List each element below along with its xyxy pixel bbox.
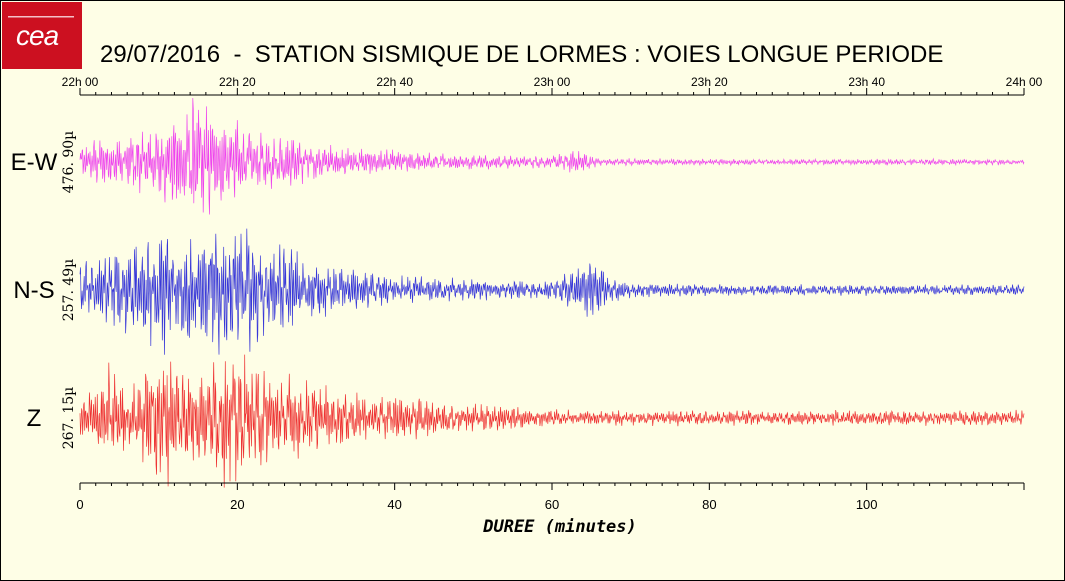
- cea-logo: cea: [2, 2, 82, 69]
- trace-z: Z 267. 15µ: [27, 354, 1025, 488]
- bottom-tick-label: 60: [545, 497, 559, 512]
- amplitude-scale-label: 476. 90µ: [61, 131, 77, 194]
- trace-line: [79, 228, 1025, 355]
- top-tick-label: 22h 20: [219, 75, 256, 89]
- bottom-tick-label: 20: [230, 497, 244, 512]
- traces: E-W 476. 90µ N-S 257. 49µ Z 267. 15µ: [11, 97, 1025, 488]
- top-tick-label: 24h 00: [1006, 75, 1043, 89]
- channel-label: Z: [27, 405, 42, 432]
- top-tick-label: 23h 40: [848, 75, 885, 89]
- amplitude-scale-label: 267. 15µ: [61, 387, 77, 450]
- x-axis-label: DUREE (minutes): [482, 517, 637, 537]
- bottom-tick-label: 100: [856, 497, 878, 512]
- logo-text: cea: [16, 20, 59, 51]
- bottom-tick-label: 80: [702, 497, 716, 512]
- top-tick-label: 22h 40: [376, 75, 413, 89]
- trace-line: [79, 97, 1025, 215]
- bottom-tick-label: 0: [76, 497, 83, 512]
- bottom-tick-label: 40: [387, 497, 401, 512]
- amplitude-scale-label: 257. 49µ: [61, 259, 77, 322]
- chart-title: 29/07/2016 - STATION SISMIQUE DE LORMES …: [100, 41, 944, 68]
- top-tick-label: 22h 00: [62, 75, 99, 89]
- channel-label: N-S: [13, 277, 54, 304]
- trace-ew: E-W 476. 90µ: [11, 97, 1025, 215]
- top-time-axis: 22h 00 22h 20 22h 40 23h 00 23h 20 23h 40 24h …: [62, 75, 1043, 96]
- top-tick-label: 23h 00: [534, 75, 571, 89]
- duration-axis: 0 20 40 60 80 100: [76, 482, 1025, 512]
- trace-line: [79, 354, 1025, 488]
- logo-tagline-mark: [8, 16, 74, 18]
- top-tick-label: 23h 20: [691, 75, 728, 89]
- trace-ns: N-S 257. 49µ: [13, 228, 1025, 355]
- channel-label: E-W: [11, 149, 58, 176]
